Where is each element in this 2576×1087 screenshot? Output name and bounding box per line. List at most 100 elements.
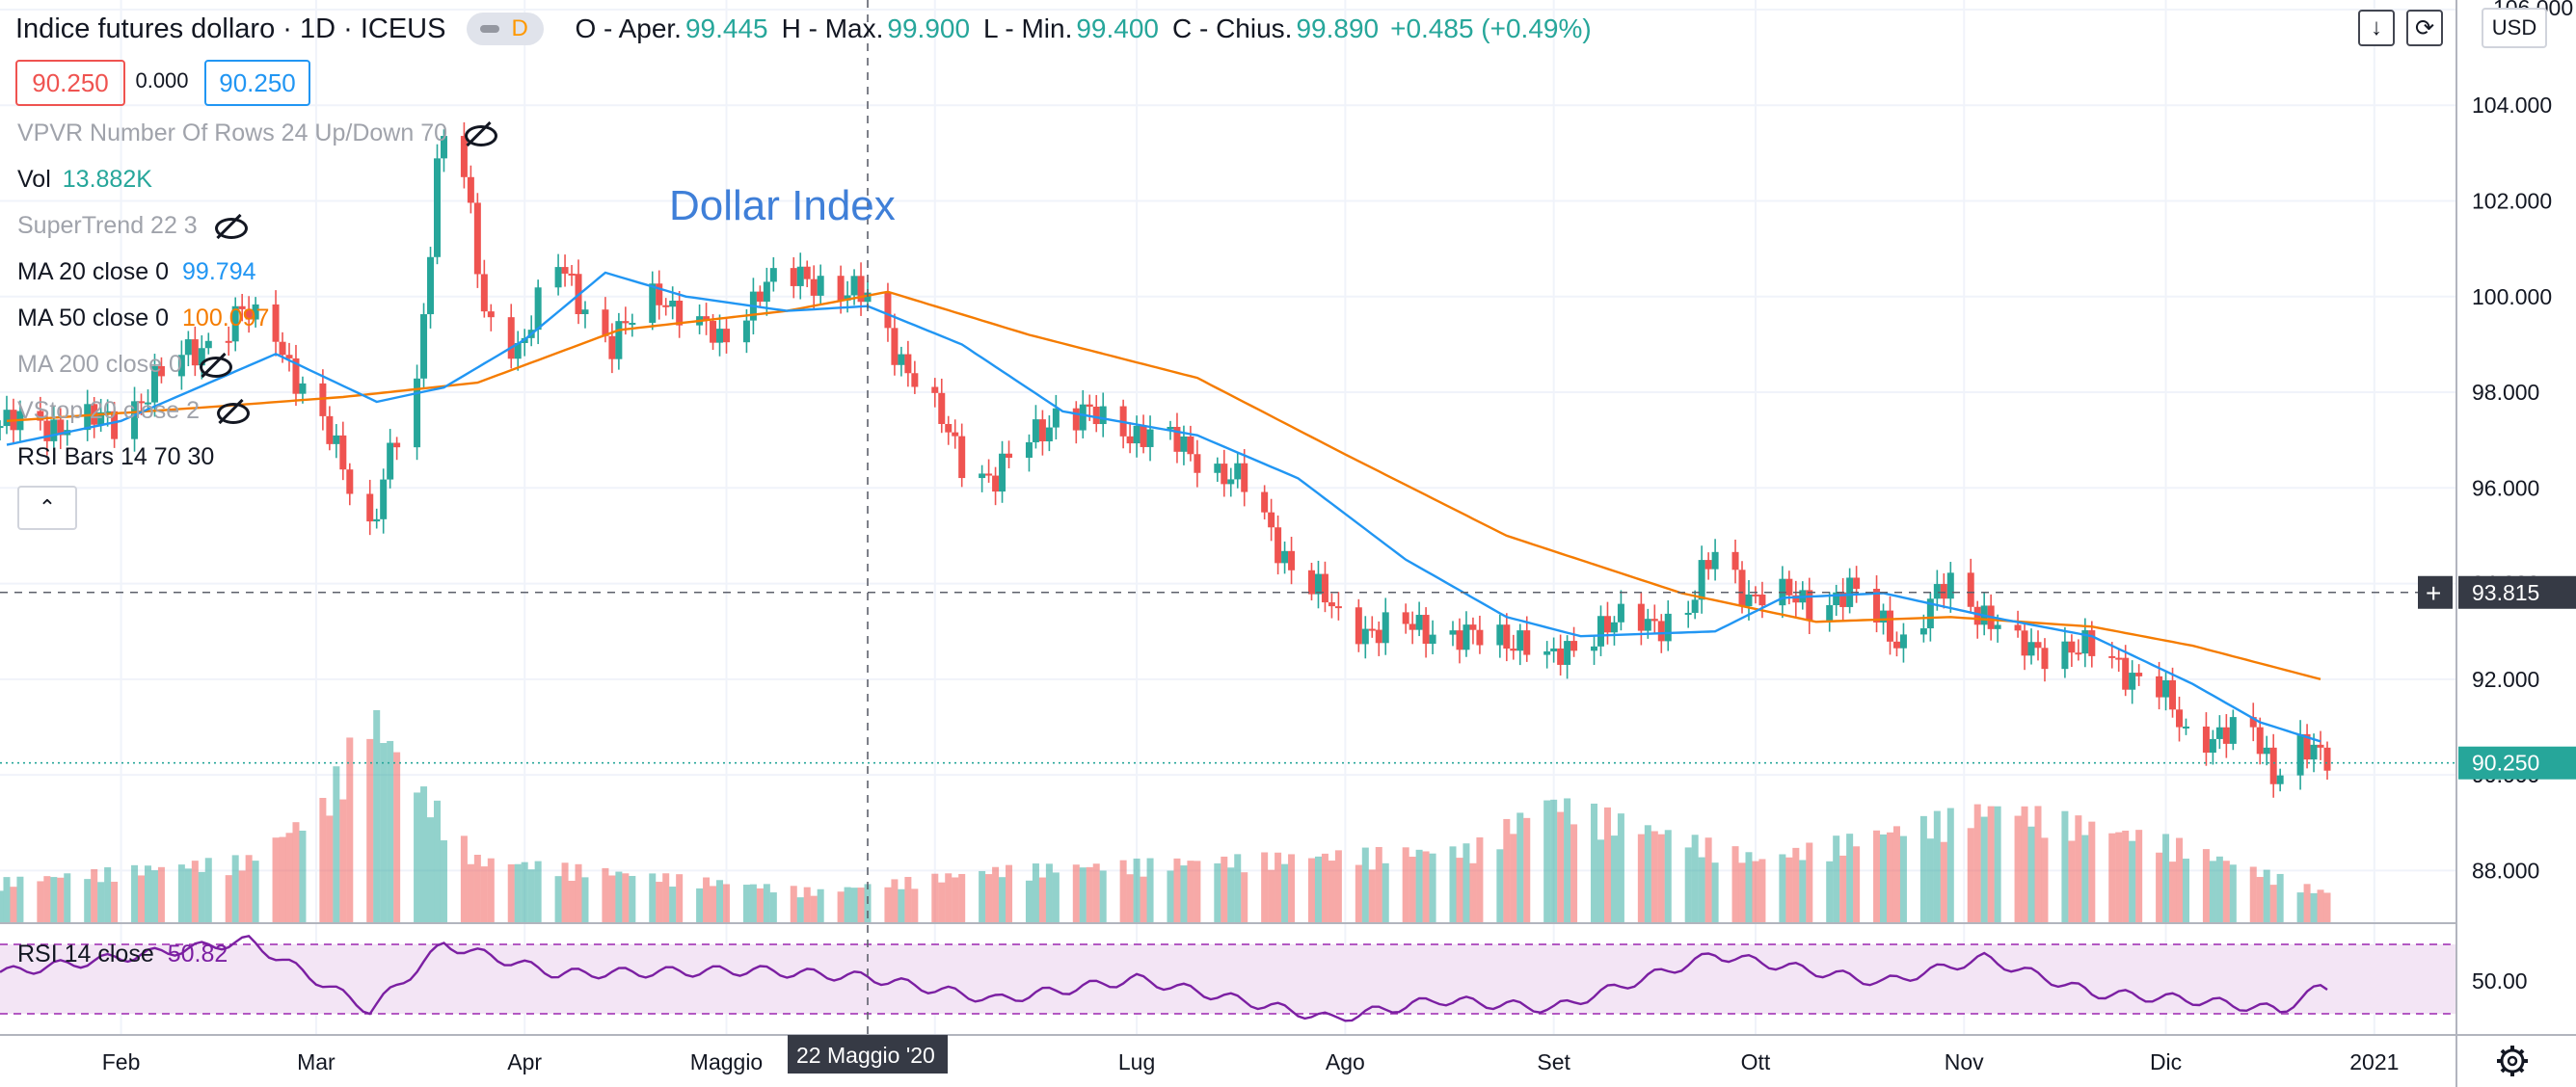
- volume-bar-11: [97, 882, 105, 923]
- volume-bar-199: [1873, 830, 1881, 923]
- volume-bar-98: [911, 888, 919, 923]
- candle-body-91: [850, 276, 858, 296]
- volume-bar-91: [850, 888, 858, 923]
- candle-body-99: [931, 386, 939, 393]
- currency-badge[interactable]: USD: [2482, 8, 2547, 48]
- high-label: H - Max.: [781, 13, 884, 43]
- legend-vol-label: Vol: [17, 166, 51, 193]
- legend-supertrend[interactable]: SuperTrend 22 3: [17, 212, 248, 240]
- volume-bar-155: [1456, 858, 1463, 923]
- candle-body-76: [710, 320, 717, 343]
- candle-body-245: [2303, 733, 2311, 760]
- legend-rsi-bars[interactable]: RSI Bars 14 70 30: [17, 443, 214, 471]
- volume-bar-185: [1738, 862, 1746, 923]
- volume-bar-175: [1644, 825, 1651, 923]
- candle-body-110: [1032, 419, 1039, 442]
- volume-bar-58: [534, 861, 542, 923]
- volume-bar-12: [104, 867, 112, 923]
- volume-bar-145: [1361, 847, 1369, 923]
- bid-price-box[interactable]: 90.250: [15, 60, 125, 106]
- volume-bar-170: [1597, 839, 1604, 923]
- candle-body-229: [2156, 676, 2163, 698]
- volume-bar-200: [1880, 834, 1888, 923]
- volume-bar-144: [1355, 864, 1362, 923]
- volume-bar-40: [373, 709, 381, 923]
- time-axis[interactable]: Feb Mar Apr Maggio Lug Ago Set Ott Nov Dic 2021: [102, 1049, 2400, 1074]
- timeframe-toggle[interactable]: D: [467, 13, 545, 45]
- volume-bar-176: [1650, 831, 1658, 923]
- volume-bar-97: [904, 877, 912, 923]
- volume-bar-107: [999, 877, 1006, 923]
- candle-body-127: [1187, 436, 1194, 455]
- hidden-eye-icon[interactable]: [215, 401, 251, 424]
- legend-vol[interactable]: Vol 13.882K: [17, 166, 152, 194]
- time-tick-7: Set: [1537, 1049, 1570, 1074]
- volume-bar-164: [1543, 800, 1551, 923]
- candle-body-118: [1099, 406, 1107, 425]
- legend-vstop[interactable]: VStop 20 close 2: [17, 397, 251, 425]
- volume-bar-173: [1617, 813, 1624, 923]
- hidden-eye-icon[interactable]: [198, 355, 232, 378]
- collapse-legend-button[interactable]: ⌃: [17, 486, 77, 530]
- time-tick-6: Ago: [1326, 1049, 1365, 1074]
- volume-bar-231: [2169, 862, 2177, 923]
- candle-body-162: [1516, 630, 1524, 651]
- volume-bar-161: [1510, 834, 1517, 923]
- download-button[interactable]: ↓: [2358, 10, 2395, 46]
- candle-body-16: [144, 402, 151, 405]
- volume-bar-114: [1072, 864, 1080, 923]
- candle-body-69: [649, 283, 657, 323]
- candle-body-130: [1221, 464, 1228, 485]
- volume-bar-152: [1422, 851, 1430, 923]
- ask-price-box[interactable]: 90.250: [204, 60, 310, 106]
- settings-gear-icon[interactable]: [2497, 1046, 2528, 1076]
- crosshair-plus-button[interactable]: +: [2418, 575, 2453, 609]
- volume-bar-27: [245, 855, 253, 923]
- volume-bar-42: [387, 740, 394, 923]
- volume-bar-123: [1146, 858, 1154, 923]
- hidden-eye-icon[interactable]: [213, 216, 248, 239]
- volume-bar-132: [1234, 854, 1242, 923]
- candle-body-51: [473, 202, 481, 275]
- candle-body-149: [1402, 612, 1409, 624]
- legend-vpvr[interactable]: VPVR Number Of Rows 24 Up/Down 70: [17, 119, 498, 147]
- legend-ma200[interactable]: MA 200 close 0: [17, 351, 232, 379]
- legend-ma20[interactable]: MA 20 close 0 99.794: [17, 258, 256, 286]
- price-tick-5: 98.000: [2472, 380, 2539, 405]
- close-label: C - Chius.: [1171, 13, 1293, 43]
- candle-body-139: [1307, 570, 1315, 595]
- candle-body-106: [992, 475, 1000, 492]
- volume-bar-240: [2256, 877, 2264, 923]
- volume-bar-37: [339, 799, 347, 923]
- legend-ma50[interactable]: MA 50 close 0 100.097: [17, 305, 269, 332]
- volume-bar-128: [1194, 861, 1201, 923]
- candle-body-48: [440, 136, 447, 159]
- volume-bar-135: [1268, 869, 1275, 923]
- volume-bar-63: [581, 877, 589, 923]
- volume-bar-99: [931, 873, 939, 923]
- volume-bar-86: [803, 887, 811, 923]
- candle-body-79: [742, 320, 750, 343]
- candle-body-160: [1503, 624, 1511, 650]
- rsi-line: [0, 934, 2328, 1022]
- candle-body-181: [1698, 560, 1705, 600]
- volume-bar-167: [1564, 798, 1571, 923]
- candle-body-123: [1146, 429, 1154, 447]
- candle-body-78: [723, 329, 731, 343]
- candle-body-137: [1281, 550, 1289, 564]
- volume-bar-201: [1887, 832, 1894, 923]
- volume-bar-125: [1173, 858, 1181, 923]
- refresh-button[interactable]: ⟳: [2406, 10, 2443, 46]
- volume-bar-39: [366, 738, 374, 923]
- hidden-eye-icon[interactable]: [463, 123, 498, 146]
- legend-rsi[interactable]: RSI 14 close 50.82: [17, 941, 228, 968]
- candle-body-161: [1510, 649, 1517, 651]
- symbol-title[interactable]: Indice futures dollaro · 1D · ICEUS: [15, 13, 446, 44]
- volume-bar-30: [279, 836, 286, 923]
- volume-bar-215: [2021, 806, 2028, 923]
- volume-bar-232: [2176, 837, 2184, 923]
- volume-bar-46: [427, 817, 435, 923]
- low-value: 99.400: [1076, 13, 1159, 43]
- volume-bar-72: [669, 887, 677, 923]
